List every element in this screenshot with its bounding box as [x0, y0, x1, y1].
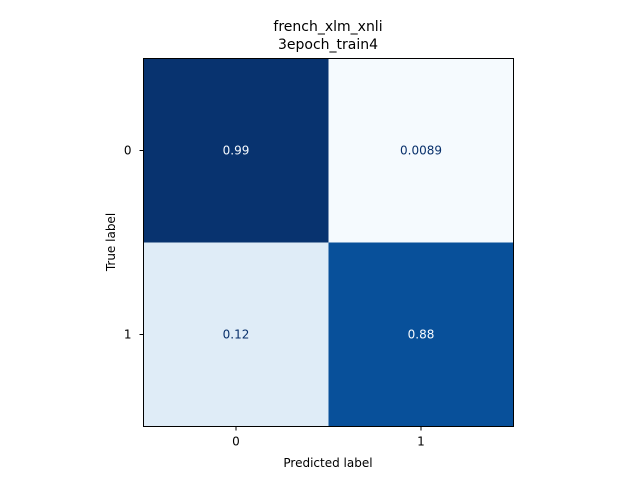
- heatmap-cell-0-0: [143, 58, 329, 243]
- chart-title-line-1: french_xlm_xnli: [273, 19, 382, 35]
- heatmap-value-label-0-1: 0.0089: [400, 144, 442, 158]
- y-axis-ticks: 01: [124, 144, 144, 342]
- heatmap-value-label-1-1: 0.88: [408, 328, 435, 342]
- x-tick-label-0: 0: [232, 435, 240, 449]
- heatmap-value-labels: 0.99 0.0089 0.12 0.88: [223, 144, 442, 342]
- chart-title-line-2: 3epoch_train4: [278, 37, 378, 53]
- heatmap-cell-0-1: [328, 58, 514, 243]
- heatmap-cell-1-0: [143, 242, 329, 427]
- y-tick-label-1: 1: [124, 328, 132, 342]
- plot-frame: [143, 58, 514, 427]
- heatmap-cells: [143, 58, 514, 427]
- heatmap-value-label-1-0: 0.12: [223, 328, 250, 342]
- y-tick-label-0: 0: [124, 144, 132, 158]
- heatmap-cell-1-1: [328, 242, 514, 427]
- heatmap-value-label-0-0: 0.99: [223, 144, 250, 158]
- x-axis-label: Predicted label: [283, 456, 372, 470]
- y-axis-label: True label: [104, 213, 118, 272]
- x-tick-label-1: 1: [417, 435, 425, 449]
